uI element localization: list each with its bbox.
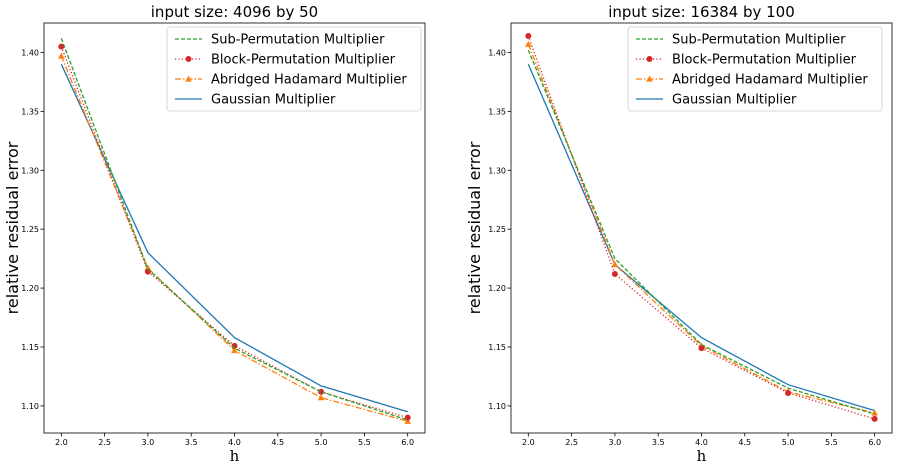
data-point [317,394,325,401]
x-tick-label: 4.5 [271,438,284,447]
series-line [527,63,875,412]
legend-marker [185,56,192,62]
data-point [318,388,325,395]
data-point [785,389,792,396]
legend-entry: Sub-Permutation Multiplier [672,33,846,48]
legend: Sub-Permutation Multiplier Block-Permutat… [166,26,422,112]
legend-entry: Abridged Hadamard Multiplier [211,73,407,88]
y-tick-label: 1.15 [21,343,39,352]
x-tick-label: 6.0 [401,438,414,447]
legend-entry: Gaussian Multiplier [211,93,336,108]
y-tick-label: 1.30 [488,166,506,175]
data-point [871,415,878,422]
legend-entry: Sub-Permutation Multiplier [211,33,385,48]
legend-entry: Block-Permutation Multiplier [672,53,857,68]
series-line [527,49,875,415]
series-line [527,43,875,414]
y-tick-label: 1.35 [488,107,506,116]
x-axis-label: h [697,447,707,465]
x-tick-label: 5.5 [825,438,838,447]
data-point [404,417,411,424]
data-point [525,32,532,39]
y-tick-label: 1.25 [21,225,39,234]
y-tick-label: 1.40 [488,48,506,57]
data-point [404,414,411,421]
y-tick-label: 1.40 [21,48,39,57]
x-tick-label: 5.5 [358,438,371,447]
series-line [60,38,408,421]
legend-entry: Gaussian Multiplier [672,93,797,108]
chart-title: input size: 16384 by 100 [608,3,795,21]
legend-box [166,26,422,112]
x-tick-label: 2.5 [98,438,111,447]
x-tick-label: 3.5 [652,438,665,447]
x-tick-label: 3.0 [142,438,155,447]
legend-marker [646,56,653,62]
x-tick-label: 5.0 [782,438,795,447]
data-point [525,40,532,47]
y-tick-label: 1.10 [21,402,39,411]
chart-panel-1: 2.0 2.5 3.0 3.5 4.0 4.5 5.0 5.5 6.0 1.10 1.15 1.20 1… [3,3,426,465]
y-axis-label: relative residual error [3,141,22,314]
y-tick-label: 1.30 [21,166,39,175]
legend-entry: Block-Permutation Multiplier [211,53,396,68]
y-tick-label: 1.25 [488,225,506,234]
legend-box [627,26,883,112]
series-line [60,46,408,419]
legend: Sub-Permutation Multiplier Block-Permutat… [627,26,883,112]
x-tick-label: 5.0 [315,438,328,447]
data-point [698,345,705,352]
data-point [231,347,238,354]
legend-entry: Abridged Hadamard Multiplier [672,73,868,88]
x-tick-label: 4.0 [228,438,241,447]
x-tick-label: 3.0 [609,438,622,447]
y-tick-label: 1.20 [488,284,506,293]
y-tick-label: 1.20 [21,284,39,293]
data-point [611,270,618,277]
x-tick-label: 6.0 [868,438,881,447]
legend-marker [646,75,653,82]
y-tick-label: 1.10 [488,402,506,411]
x-tick-label: 2.0 [55,438,68,447]
y-axis-label: relative residual error [465,141,484,314]
legend-marker [185,75,192,82]
chart-title: input size: 4096 by 50 [151,3,318,21]
data-point [58,43,65,50]
x-tick-label: 3.5 [185,438,198,447]
x-axis-label: h [230,447,240,465]
y-tick-label: 1.15 [488,343,506,352]
y-tick-label: 1.35 [21,107,39,116]
x-tick-label: 4.5 [738,438,751,447]
data-point [871,409,878,416]
x-tick-label: 2.5 [565,438,578,447]
data-point [611,261,619,268]
series-line [60,63,408,413]
chart-panel-2: 2.0 2.5 3.0 3.5 4.0 4.5 5.0 5.5 6.0 1.10 1.15 1.20 1… [465,3,893,465]
x-tick-label: 4.0 [695,438,708,447]
x-tick-label: 2.0 [522,438,535,447]
data-point [58,52,65,59]
